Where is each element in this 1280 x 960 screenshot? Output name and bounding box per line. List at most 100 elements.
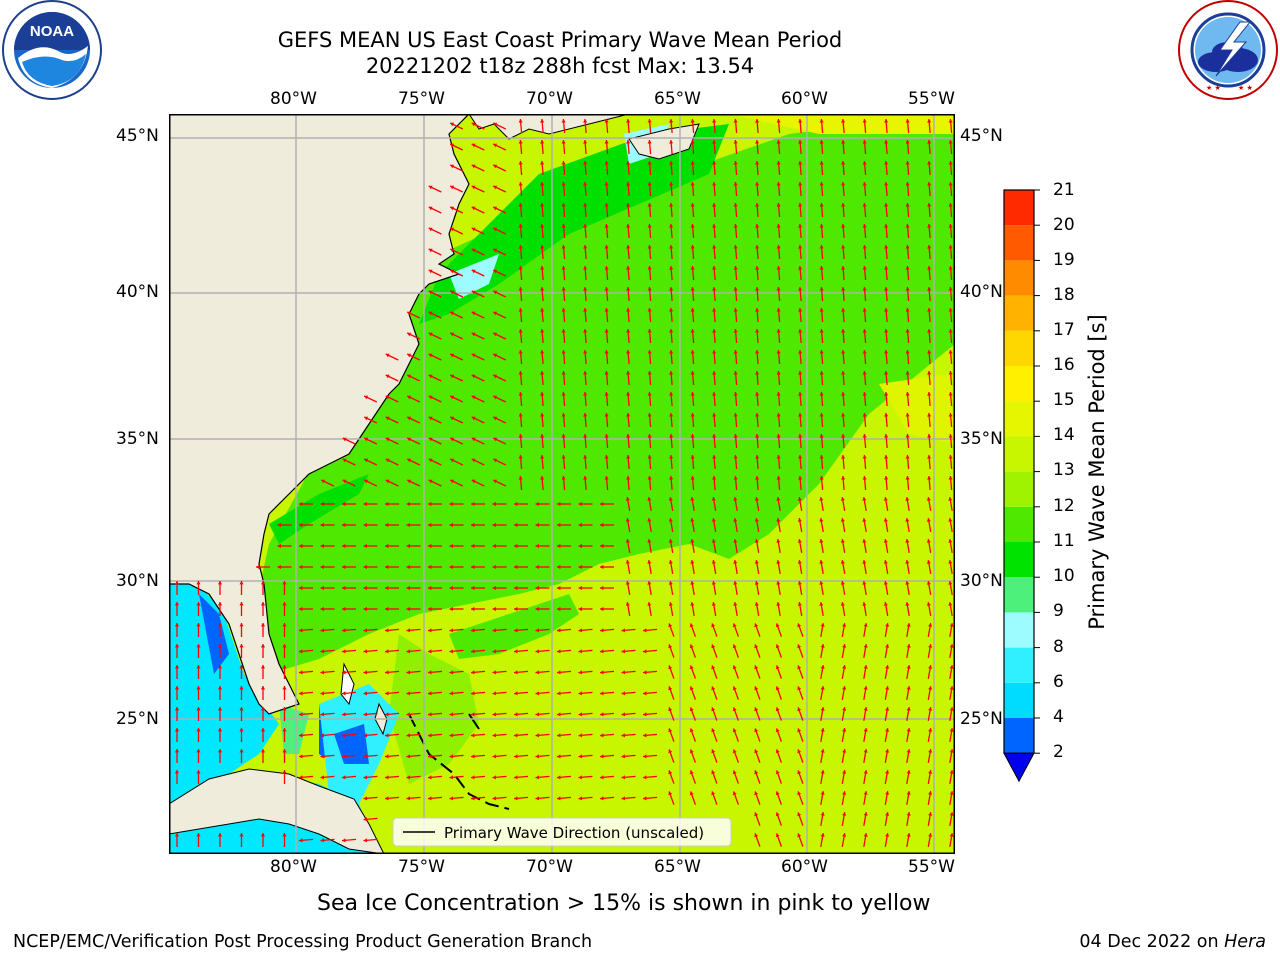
- wave-arrow-head: [342, 754, 346, 759]
- wave-arrow-head: [492, 628, 497, 633]
- wave-arrow-head: [712, 329, 717, 333]
- wave-arrow-head: [621, 796, 626, 801]
- svg-text:★ ★: ★ ★: [1238, 84, 1253, 92]
- wave-arrow-head: [561, 161, 566, 165]
- wave-arrow-head: [540, 392, 545, 396]
- wave-arrow-head: [514, 649, 518, 654]
- wave-arrow-head: [450, 311, 455, 316]
- wave-arrow-head: [282, 770, 287, 774]
- wave-arrow-head: [626, 413, 631, 417]
- wave-arrow-head: [949, 749, 954, 753]
- wave-arrow-head: [885, 707, 890, 711]
- wave-arrow-head: [819, 581, 824, 585]
- wave-arrow-head: [733, 203, 738, 207]
- wave-arrow-head: [363, 606, 367, 612]
- wave-arrow-head: [712, 182, 717, 186]
- lon-label-top-75w: 75°W: [398, 89, 445, 109]
- wave-arrow-head: [428, 437, 433, 442]
- wave-arrow-head: [755, 266, 760, 270]
- wave-arrow-head: [363, 628, 368, 633]
- wave-arrow-head: [561, 140, 566, 144]
- wave-arrow-head: [690, 392, 695, 396]
- wave-arrow-head: [668, 560, 673, 564]
- nova-scotia: [628, 123, 700, 160]
- wave-arrow-head: [906, 644, 911, 648]
- lat-label-left-40n: 40°N: [116, 282, 159, 302]
- wave-arrow-head: [578, 670, 583, 675]
- wave-arrow-head: [711, 707, 716, 712]
- wave-arrow-head: [927, 161, 932, 165]
- wave-arrow-head: [754, 518, 759, 522]
- wave-arrow-head: [643, 796, 647, 801]
- wave-arrow-head: [600, 543, 604, 549]
- wave-arrow-head: [905, 476, 910, 480]
- wave-arrow-head: [905, 182, 910, 186]
- wave-arrow-head: [578, 501, 582, 507]
- wave-arrow-head: [492, 670, 497, 675]
- wave-arrow-head: [776, 203, 781, 207]
- wave-arrow-head: [239, 749, 244, 753]
- wave-arrow-head: [733, 308, 738, 312]
- wave-arrow-head: [428, 585, 432, 591]
- wave-arrow-head: [948, 308, 953, 312]
- wave-arrow-head: [428, 501, 432, 507]
- footer-date-text: 04 Dec 2022 on: [1079, 932, 1225, 952]
- us-mainland: [169, 114, 470, 715]
- cb-tick-label: 16: [1053, 355, 1075, 375]
- wave-arrow-head: [406, 712, 411, 717]
- wave-arrow-head: [342, 501, 346, 507]
- wave-arrow-head: [625, 581, 630, 585]
- wave-arrow-head: [174, 602, 180, 606]
- wave-arrow-head: [514, 733, 518, 738]
- wave-arrow-head: [217, 686, 223, 690]
- lat-label-right-40n: 40°N: [960, 282, 1003, 302]
- wave-arrow-head: [842, 686, 847, 690]
- wave-arrow-head: [385, 733, 389, 738]
- wave-arrow-head: [690, 371, 695, 375]
- wave-arrow-head: [711, 644, 716, 649]
- wave-arrow-head: [320, 712, 325, 717]
- wave-arrow-head: [775, 623, 780, 628]
- wave-arrow-head: [884, 161, 889, 165]
- wave-arrow-head: [600, 775, 604, 780]
- wave-arrow-head: [690, 560, 695, 564]
- wave-arrow-head: [450, 164, 455, 169]
- nws-logo: ★ ★ ★ ★: [1176, 0, 1280, 100]
- wave-arrow-head: [518, 224, 523, 228]
- wave-arrow-head: [776, 581, 781, 585]
- wave-arrow-head: [883, 518, 888, 522]
- wave-arrow-head: [906, 623, 911, 627]
- lat-label-left-45n: 45°N: [116, 126, 159, 146]
- wave-arrow-head: [604, 140, 609, 144]
- wave-arrow-head: [299, 712, 303, 717]
- wave-arrow-head: [776, 161, 781, 165]
- wave-arrow-head: [583, 308, 588, 312]
- wave-arrow-head: [604, 392, 609, 396]
- wave-arrow-head: [621, 691, 626, 696]
- wave-arrow-head: [364, 395, 369, 400]
- wave-arrow-head: [841, 182, 846, 186]
- wave-arrow-head: [540, 245, 545, 249]
- wave-arrow-head: [819, 371, 824, 375]
- wave-arrow-head: [578, 712, 583, 717]
- wave-arrow-head: [217, 833, 223, 837]
- wave-arrow-head: [282, 833, 287, 837]
- wave-arrow-head: [449, 585, 453, 591]
- wave-arrow-head: [669, 161, 674, 165]
- wave-arrow-head: [260, 686, 266, 690]
- wave-arrow-head: [926, 518, 931, 522]
- wave-arrow-head: [798, 371, 803, 375]
- wave-arrow-head: [363, 522, 367, 528]
- colorbar-segment: [1004, 577, 1034, 613]
- wave-arrow-head: [450, 416, 455, 421]
- wave-arrow-head: [712, 266, 717, 270]
- wave-arrow-head: [320, 501, 324, 507]
- wave-arrow-head: [428, 374, 433, 379]
- wave-arrow-head: [449, 775, 454, 780]
- wave-arrow-head: [428, 290, 433, 295]
- wave-arrow-head: [557, 670, 561, 675]
- wave-arrow-head: [471, 164, 476, 169]
- wave-arrow-head: [471, 416, 476, 421]
- wave-arrow-head: [842, 665, 847, 669]
- wave-arrow-head: [626, 182, 631, 186]
